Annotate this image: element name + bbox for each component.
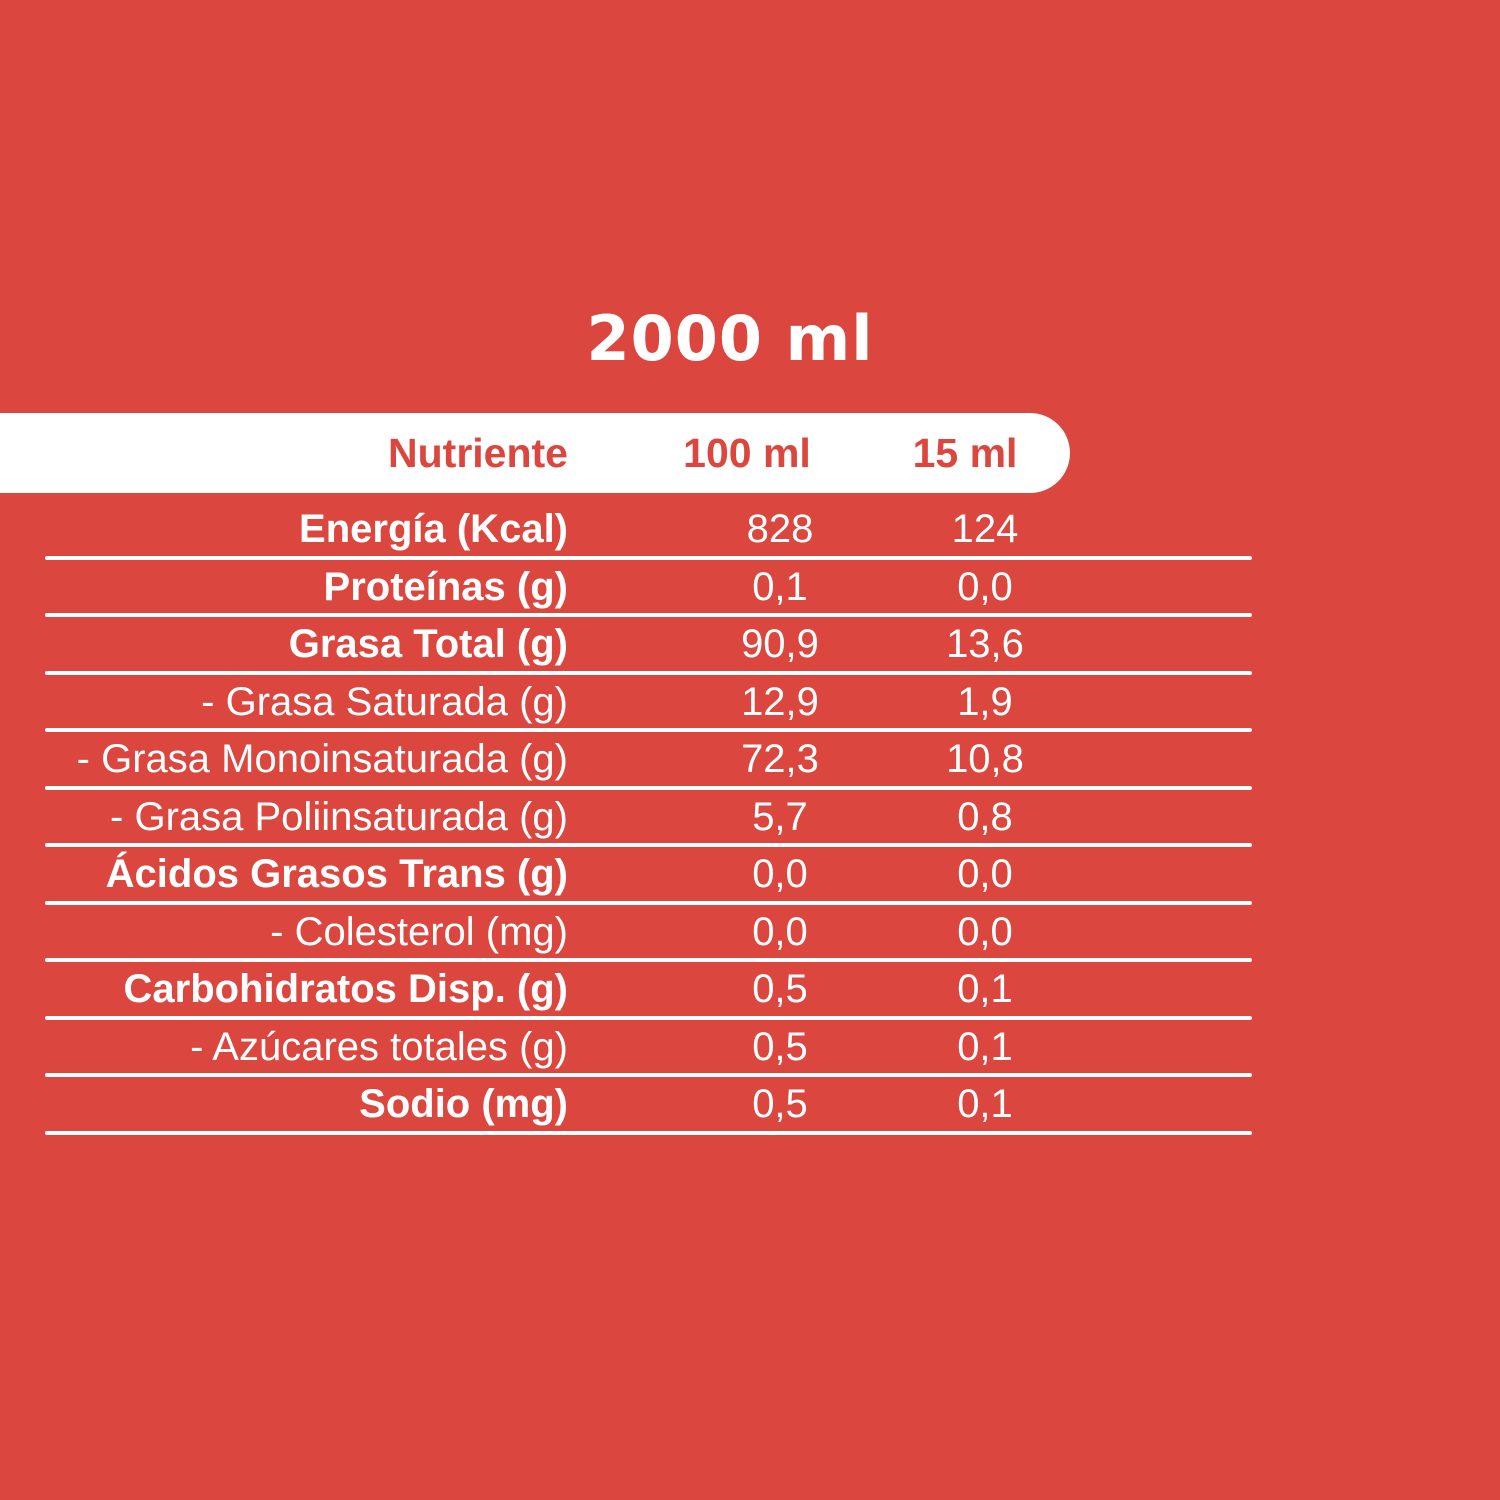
- table-row: - Azúcares totales (g) 0,5 0,1: [0, 1020, 1500, 1077]
- table-row: Proteínas (g) 0,1 0,0: [0, 560, 1500, 617]
- value-per-15ml: 10,8: [946, 737, 1024, 781]
- row-separator: [45, 1130, 1252, 1135]
- nutrient-label: Ácidos Grasos Trans (g): [105, 852, 568, 896]
- table-row: - Grasa Saturada (g) 12,9 1,9: [0, 675, 1500, 732]
- nutrient-label: - Grasa Poliinsaturada (g): [110, 794, 568, 839]
- table-header-bar: Nutriente 100 ml 15 ml: [0, 413, 1070, 493]
- row-separator: [45, 1073, 1252, 1077]
- value-per-100ml: 90,9: [741, 622, 819, 666]
- nutrient-label: Grasa Total (g): [288, 622, 568, 666]
- row-separator: [45, 900, 1252, 905]
- value-per-100ml: 0,5: [752, 967, 808, 1011]
- value-per-15ml: 1,9: [957, 679, 1013, 724]
- value-per-15ml: 0,1: [957, 1082, 1013, 1126]
- nutrient-label: Sodio (mg): [359, 1082, 568, 1126]
- row-separator: [45, 1015, 1252, 1020]
- value-per-15ml: 0,0: [957, 564, 1013, 609]
- value-per-15ml: 0,0: [957, 909, 1013, 954]
- value-per-100ml: 0,5: [752, 1082, 808, 1126]
- nutrient-label: - Colesterol (mg): [270, 909, 568, 954]
- value-per-100ml: 0,5: [752, 1024, 808, 1069]
- nutrient-label: Proteínas (g): [323, 564, 568, 609]
- nutrient-label: - Azúcares totales (g): [190, 1024, 568, 1069]
- header-nutrient: Nutriente: [388, 430, 568, 476]
- value-per-100ml: 828: [746, 507, 814, 551]
- nutrient-label: - Grasa Saturada (g): [201, 679, 568, 724]
- table-row: Energía (Kcal) 828 124: [0, 502, 1500, 560]
- table-row: Carbohidratos Disp. (g) 0,5 0,1: [0, 962, 1500, 1020]
- table-row: - Grasa Poliinsaturada (g) 5,7 0,8: [0, 790, 1500, 847]
- value-per-100ml: 72,3: [741, 737, 819, 781]
- row-separator: [45, 843, 1252, 847]
- value-per-15ml: 0,1: [957, 1024, 1013, 1069]
- value-per-100ml: 0,0: [752, 909, 808, 954]
- header-per-100ml: 100 ml: [683, 430, 811, 476]
- value-per-15ml: 13,6: [946, 622, 1024, 666]
- nutrient-label: Carbohidratos Disp. (g): [123, 967, 568, 1011]
- row-separator: [45, 670, 1252, 675]
- table-row: Ácidos Grasos Trans (g) 0,0 0,0: [0, 847, 1500, 905]
- table-row: Sodio (mg) 0,5 0,1: [0, 1077, 1500, 1135]
- nutrient-label: Energía (Kcal): [299, 507, 568, 551]
- value-per-100ml: 12,9: [741, 679, 819, 724]
- row-separator: [45, 785, 1252, 790]
- value-per-15ml: 0,0: [957, 852, 1013, 896]
- table-row: - Colesterol (mg) 0,0 0,0: [0, 905, 1500, 962]
- value-per-100ml: 5,7: [752, 794, 808, 839]
- volume-title: 2000 ml: [586, 302, 874, 375]
- header-per-15ml: 15 ml: [912, 430, 1018, 476]
- row-separator: [45, 728, 1252, 732]
- value-per-100ml: 0,0: [752, 852, 808, 896]
- value-per-100ml: 0,1: [752, 564, 808, 609]
- value-per-15ml: 0,1: [957, 967, 1013, 1011]
- row-separator: [45, 555, 1252, 560]
- row-separator: [45, 613, 1252, 617]
- value-per-15ml: 0,8: [957, 794, 1013, 839]
- table-row: - Grasa Monoinsaturada (g) 72,3 10,8: [0, 732, 1500, 790]
- row-separator: [45, 958, 1252, 962]
- nutrition-table: Energía (Kcal) 828 124 Proteínas (g) 0,1…: [0, 502, 1500, 1135]
- table-row: Grasa Total (g) 90,9 13,6: [0, 617, 1500, 675]
- value-per-15ml: 124: [951, 507, 1019, 551]
- nutrient-label: - Grasa Monoinsaturada (g): [76, 737, 568, 781]
